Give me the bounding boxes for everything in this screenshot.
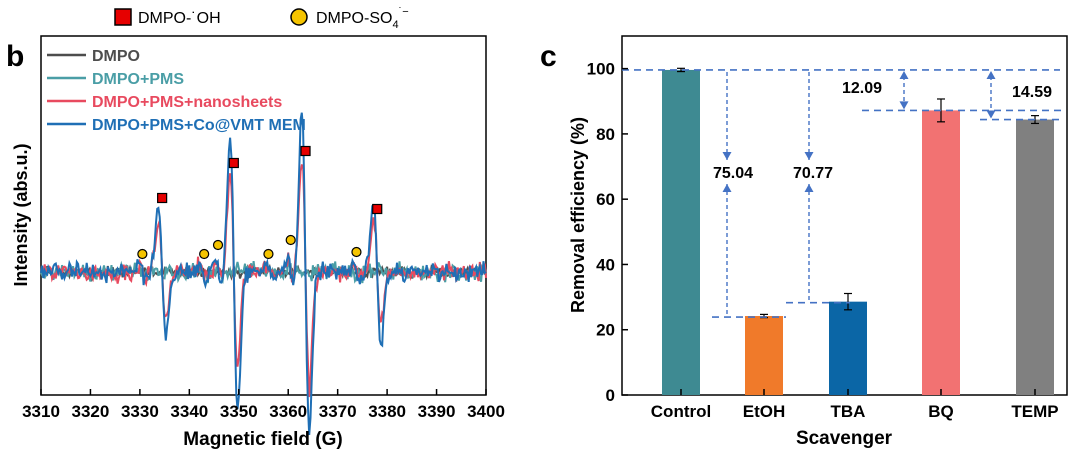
square-marker-legend-label: DMPO-˙OH	[138, 10, 221, 27]
legend-label-dmpo-pms-nanosheets: DMPO+PMS+nanosheets	[92, 94, 282, 111]
square-marker-legend-icon	[114, 8, 132, 26]
panel-c-label: c	[540, 40, 557, 73]
panel-c-x-axis: Control EtOH TBA BQ TEMP	[651, 389, 1059, 421]
panel-b-x-axis: 3310 3320 3330 3340 3350 3360 3370 3380 3390 3400	[22, 389, 505, 421]
panel-b-peak-markers	[137, 145, 383, 260]
so4-peak-marker	[285, 234, 296, 246]
bar-etoh	[745, 316, 783, 395]
annotation-bq-label: 12.09	[842, 80, 882, 97]
legend-label-dmpo: DMPO	[92, 48, 140, 65]
annotation-tba-arrow-up	[804, 184, 814, 192]
bar-tba	[829, 301, 867, 395]
x-tick-label: 3390	[418, 402, 456, 421]
annotation-tba-label: 70.77	[793, 165, 833, 182]
annotation-bq-arrow-up	[899, 70, 909, 79]
y-tick-label: 60	[596, 190, 615, 209]
x-tick-label-temp: TEMP	[1011, 402, 1058, 421]
annotation-bq-arrow-down	[899, 101, 909, 110]
x-tick-label: 3400	[467, 402, 505, 421]
panel-c-y-axis: 0 20 40 60 80 100	[587, 60, 628, 405]
legend-label-dmpo-pms-co-vmt-mem: DMPO+PMS+Co@VMT MEM	[92, 117, 306, 134]
panel-c: c 75.04 70.77 12.09 14.59 0 20 40 60 80 100 Cont…	[540, 35, 1068, 449]
legend-label-dmpo-pms: DMPO+PMS	[92, 71, 184, 88]
annotation-tba-arrow-down	[804, 152, 814, 160]
x-tick-label-tba: TBA	[831, 402, 866, 421]
x-tick-label: 3330	[121, 402, 159, 421]
x-tick-label-bq: BQ	[928, 402, 954, 421]
oh-peak-marker	[300, 145, 311, 157]
panel-b-spectra	[40, 112, 487, 435]
x-tick-label-etoh: EtOH	[743, 402, 786, 421]
annotation-etoh-label: 75.04	[713, 165, 753, 182]
x-tick-label-control: Control	[651, 402, 711, 421]
panel-c-y-axis-label: Removal efficiency (%)	[568, 117, 588, 313]
panel-b-legend: DMPO DMPO+PMS DMPO+PMS+nanosheets DMPO+PMS+…	[47, 48, 306, 134]
y-tick-label: 40	[596, 255, 615, 274]
x-tick-label: 3340	[170, 402, 208, 421]
panel-b-label: b	[6, 40, 24, 73]
y-tick-label: 100	[587, 60, 615, 79]
oh-peak-marker	[372, 203, 383, 215]
y-tick-label: 0	[606, 386, 615, 405]
so4-peak-marker	[263, 248, 274, 260]
annotation-temp-arrow-down	[986, 110, 996, 119]
annotation-temp-arrow-up	[986, 70, 996, 79]
so4-peak-marker	[212, 239, 224, 251]
x-tick-label: 3360	[269, 402, 307, 421]
spectrum-line-dmpo-pms-co-vmt-mem	[40, 112, 487, 435]
panel-b-axes-frame	[40, 35, 487, 396]
bar-control	[662, 69, 700, 395]
annotation-temp-label: 14.59	[1012, 84, 1052, 101]
annotation-etoh-arrow-up	[722, 184, 732, 192]
y-tick-label: 20	[596, 321, 615, 340]
circle-marker-legend-icon	[290, 8, 308, 26]
y-tick-label: 80	[596, 125, 615, 144]
panel-c-guides: 75.04 70.77 12.09 14.59	[622, 69, 1062, 318]
panel-c-bars	[662, 67, 1054, 396]
spectrum-line-dmpo-pms-nanosheets	[40, 164, 487, 398]
x-tick-label: 3320	[72, 402, 110, 421]
circle-marker-legend-label: DMPO-SO4˙−	[316, 6, 409, 31]
panel-b-x-axis-label: Magnetic field (G)	[183, 429, 342, 450]
so4-peak-marker	[137, 248, 148, 260]
panel-b: b 3310 3320 3330 3340 3350 3360 3370 3380 3390 34…	[6, 35, 505, 450]
x-tick-label: 3370	[319, 402, 357, 421]
panel-c-x-axis-label: Scavenger	[796, 428, 893, 449]
bar-bq	[922, 110, 960, 395]
marker-legend: DMPO-˙OH DMPO-SO4˙−	[114, 6, 409, 31]
oh-peak-marker	[157, 192, 168, 204]
panel-b-y-axis-label: Intensity (abs.u.)	[11, 143, 31, 286]
annotation-etoh-arrow-down	[722, 152, 732, 160]
x-tick-label: 3310	[22, 402, 60, 421]
x-tick-label: 3350	[220, 402, 258, 421]
so4-peak-marker	[351, 246, 362, 258]
so4-peak-marker	[199, 248, 210, 260]
oh-peak-marker	[228, 157, 239, 169]
x-tick-label: 3380	[368, 402, 406, 421]
bar-temp	[1016, 119, 1054, 396]
